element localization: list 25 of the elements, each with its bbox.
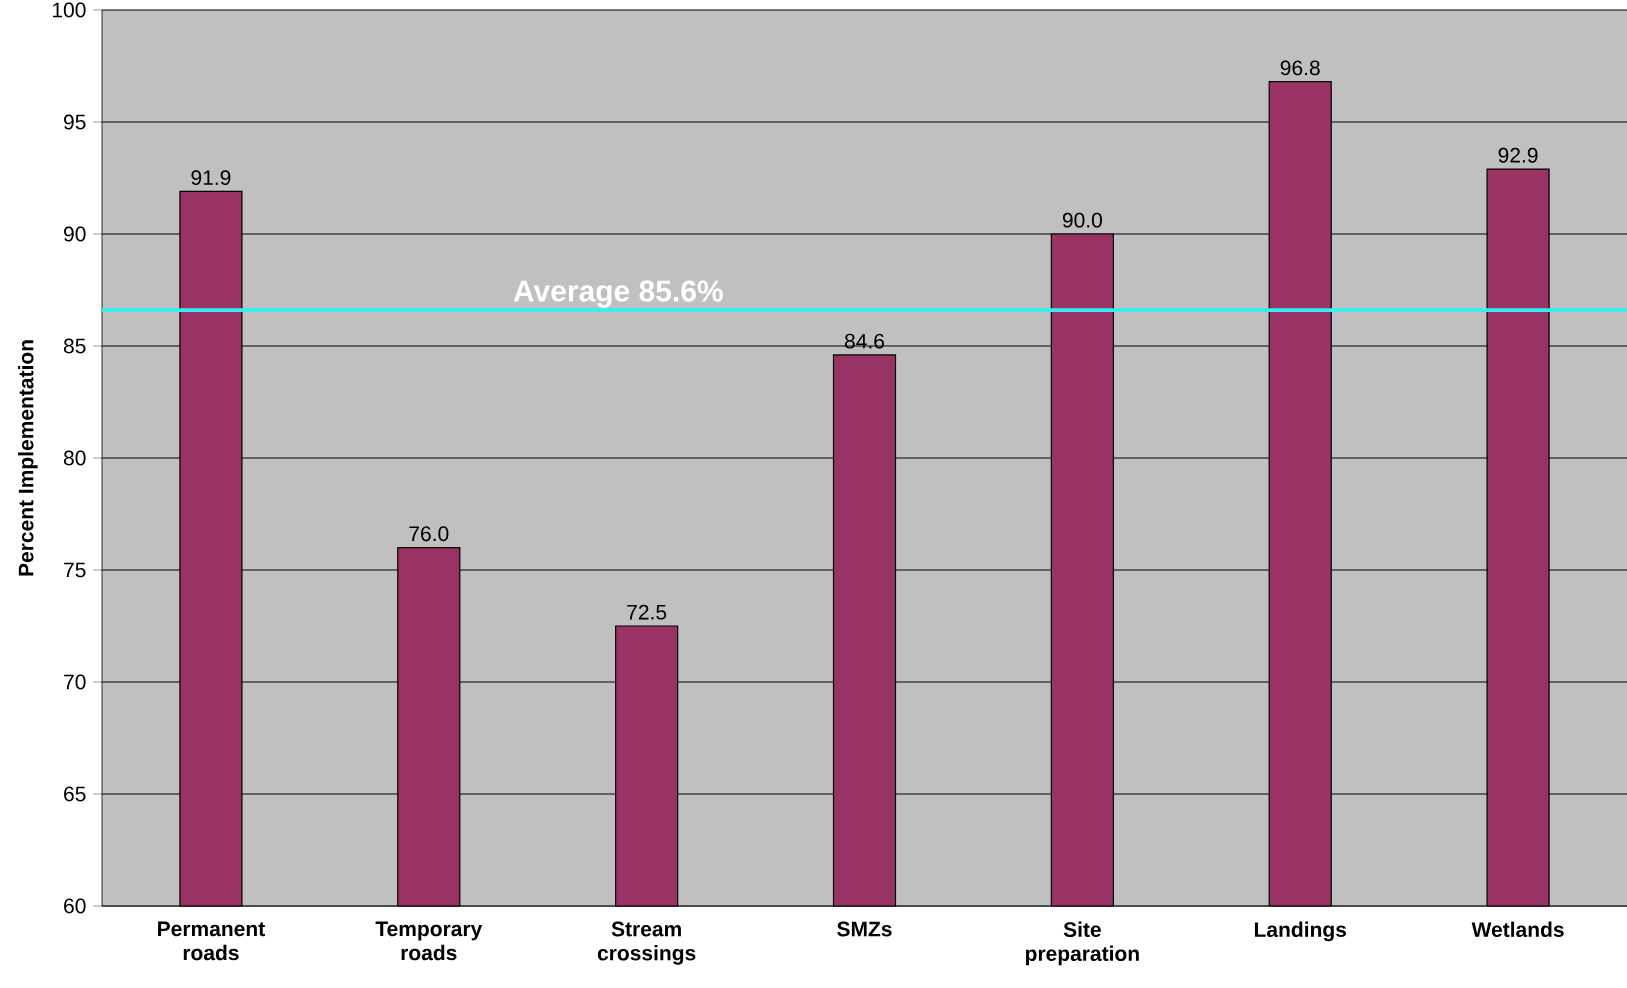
- y-axis-title: Percent Implementation: [18, 340, 38, 576]
- y-tick-label: 70: [64, 674, 86, 690]
- y-tick-label: 75: [64, 562, 86, 578]
- data-label: 91.9: [191, 170, 231, 186]
- data-label: 72.5: [627, 604, 667, 620]
- data-label: 90.0: [1062, 212, 1102, 228]
- data-label: 76.0: [409, 526, 449, 542]
- data-label: 92.9: [1498, 147, 1538, 163]
- x-tick-label: Temporary roads: [375, 921, 483, 961]
- x-tick-label: SMZs: [837, 921, 892, 937]
- y-tick-label: 65: [64, 786, 86, 802]
- y-tick-label: 60: [64, 898, 86, 914]
- ref-line-label: Average 85.6%: [513, 280, 723, 308]
- x-tick-label: Wetlands: [1471, 921, 1564, 938]
- data-label: 84.6: [844, 333, 885, 349]
- x-tick-label: Site preparation: [1025, 921, 1139, 966]
- y-tick-label: 80: [63, 450, 86, 466]
- x-tick-label: Permanent roads: [158, 921, 265, 961]
- x-tick-label: Stream crossings: [597, 921, 696, 965]
- x-tick-label: Landings: [1254, 921, 1347, 942]
- y-tick-label: 95: [64, 114, 86, 130]
- y-tick-label: 100: [52, 2, 86, 18]
- data-label: 96.8: [1280, 60, 1320, 76]
- y-tick-label: 90: [64, 226, 86, 242]
- y-tick-label: 85: [63, 338, 86, 354]
